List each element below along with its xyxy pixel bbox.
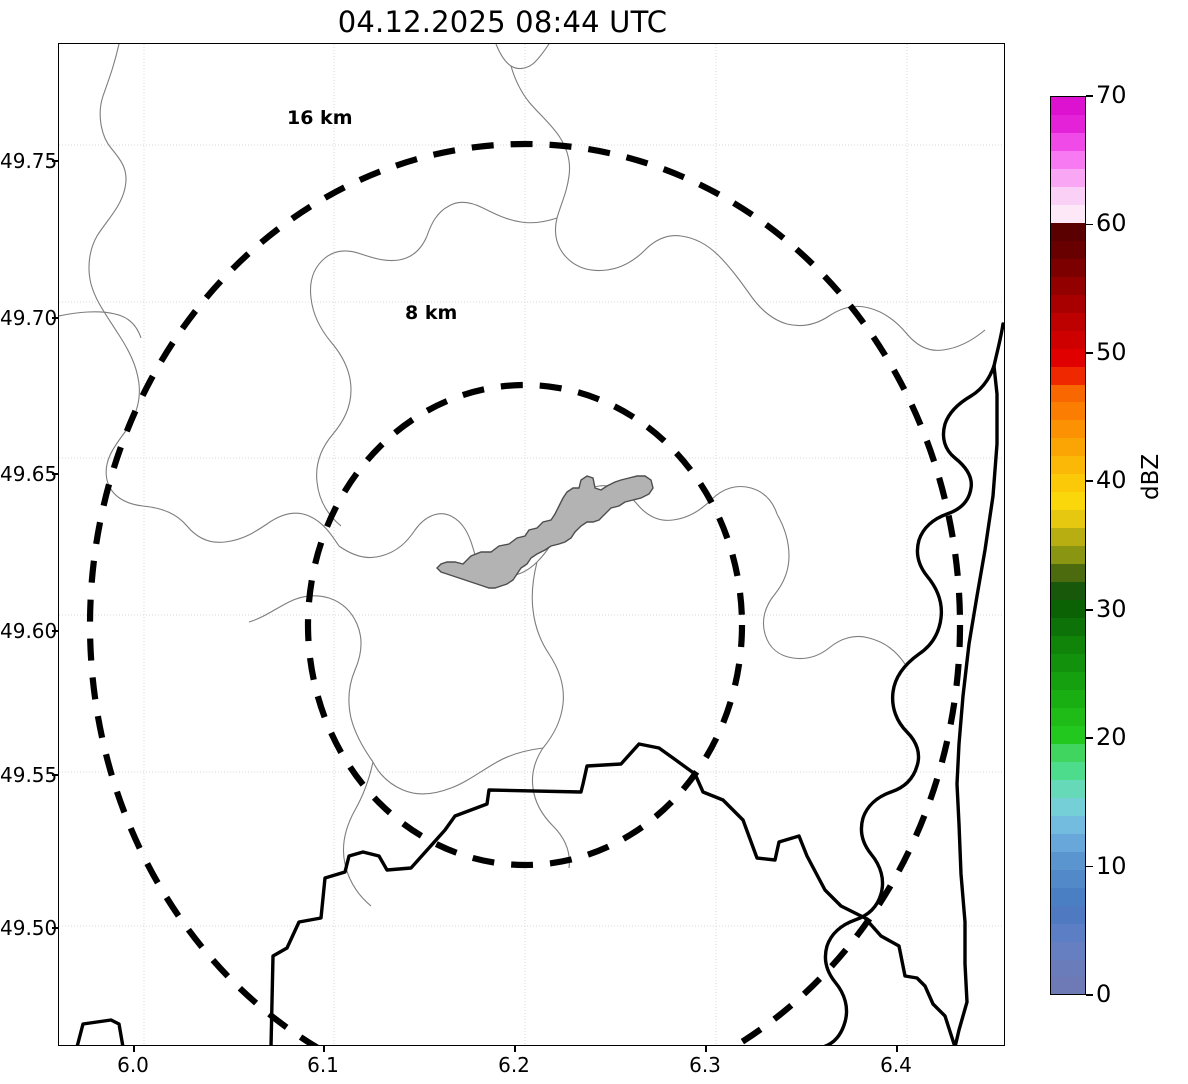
colorbar-band	[1051, 204, 1085, 223]
map-canvas	[59, 44, 1004, 1045]
colorbar-band	[1051, 564, 1085, 583]
colorbar[interactable]	[1050, 96, 1086, 995]
colorbar-band	[1051, 114, 1085, 133]
colorbar-band	[1051, 815, 1085, 834]
colorbar-tick-label-40: 40	[1096, 466, 1127, 495]
y-tick-label-49.55: 49.55	[0, 763, 58, 787]
colorbar-band	[1051, 420, 1085, 439]
colorbar-band	[1051, 689, 1085, 708]
colorbar-band	[1051, 707, 1085, 726]
colorbar-band	[1051, 474, 1085, 493]
colorbar-band	[1051, 150, 1085, 169]
colorbar-band	[1051, 510, 1085, 529]
colorbar-band	[1051, 761, 1085, 780]
y-tick-label-49.60: 49.60	[0, 619, 58, 643]
y-tick-label-49.75: 49.75	[0, 149, 58, 173]
colorbar-band	[1051, 833, 1085, 852]
colorbar-tick-10	[1086, 865, 1093, 868]
colorbar-band	[1051, 294, 1085, 313]
colorbar-tick-label-60: 60	[1096, 209, 1127, 238]
y-tick-label-49.70: 49.70	[0, 306, 58, 330]
x-tick-label-6.2: 6.2	[498, 1053, 530, 1077]
colorbar-tick-label-10: 10	[1096, 851, 1127, 880]
colorbar-band	[1051, 923, 1085, 942]
colorbar-band	[1051, 528, 1085, 547]
colorbar-tick-20	[1086, 737, 1093, 739]
colorbar-band	[1051, 330, 1085, 349]
range-ring-8km-label: 8 km	[405, 302, 458, 324]
colorbar-band	[1051, 186, 1085, 205]
colorbar-band	[1051, 672, 1085, 690]
colorbar-band	[1051, 97, 1085, 115]
colorbar-band	[1051, 546, 1085, 565]
colorbar-band	[1051, 959, 1085, 978]
colorbar-tick-60	[1086, 223, 1093, 226]
colorbar-band	[1051, 636, 1085, 655]
y-tick-label-49.65: 49.65	[0, 462, 58, 486]
figure-title: 04.12.2025 08:44 UTC	[337, 5, 668, 39]
colorbar-band	[1051, 258, 1085, 277]
city-area-polygon	[436, 475, 654, 589]
colorbar-band	[1051, 851, 1085, 870]
colorbar-band	[1051, 276, 1085, 295]
colorbar-tick-label-50: 50	[1096, 337, 1127, 366]
colorbar-band	[1051, 240, 1085, 259]
colorbar-band	[1051, 168, 1085, 187]
colorbar-band	[1051, 366, 1085, 385]
colorbar-band	[1051, 348, 1085, 367]
colorbar-tick-label-20: 20	[1096, 723, 1127, 752]
map-plot-area[interactable]: 16 km 8 km	[58, 43, 1005, 1046]
colorbar-band	[1051, 618, 1085, 637]
range-ring-16km-label: 16 km	[287, 107, 353, 129]
x-tick-label-6.3: 6.3	[689, 1053, 721, 1077]
colorbar-band	[1051, 492, 1085, 511]
colorbar-tick-label-30: 30	[1096, 594, 1127, 623]
colorbar-band	[1051, 438, 1085, 457]
colorbar-band	[1051, 402, 1085, 421]
colorbar-band	[1051, 869, 1085, 888]
range-rings	[87, 141, 963, 1045]
x-tick-label-6.0: 6.0	[117, 1053, 149, 1077]
colorbar-tick-30	[1086, 608, 1093, 611]
colorbar-axis-label: dBZ	[1138, 453, 1164, 500]
colorbar-tick-label-0: 0	[1096, 980, 1112, 1008]
colorbar-band	[1051, 600, 1085, 619]
y-tick-label-49.50: 49.50	[0, 916, 58, 940]
colorbar-band	[1051, 905, 1085, 924]
colorbar-band	[1051, 132, 1085, 151]
range-ring-8km	[304, 381, 746, 869]
colorbar-band	[1051, 743, 1085, 762]
admin-boundaries	[59, 44, 986, 907]
x-tick-label-6.4: 6.4	[880, 1053, 912, 1077]
colorbar-band	[1051, 941, 1085, 960]
colorbar-tick-0	[1086, 994, 1093, 996]
colorbar-band	[1051, 887, 1085, 906]
colorbar-band	[1051, 779, 1085, 798]
colorbar-band	[1051, 456, 1085, 475]
colorbar-tick-50	[1086, 352, 1093, 354]
colorbar-tick-40	[1086, 480, 1093, 483]
range-ring-16km	[87, 141, 963, 1045]
colorbar-tick-label-70: 70	[1096, 81, 1127, 109]
colorbar-band	[1051, 797, 1085, 816]
colorbar-band	[1051, 582, 1085, 601]
colorbar-band	[1051, 222, 1085, 241]
colorbar-tick-70	[1086, 95, 1093, 97]
colorbar-band	[1051, 312, 1085, 331]
x-tick-label-6.1: 6.1	[307, 1053, 339, 1077]
colorbar-band	[1051, 725, 1085, 744]
colorbar-band	[1051, 384, 1085, 403]
colorbar-band	[1051, 654, 1085, 672]
colorbar-band	[1051, 977, 1085, 994]
country-borders	[75, 322, 1004, 1045]
